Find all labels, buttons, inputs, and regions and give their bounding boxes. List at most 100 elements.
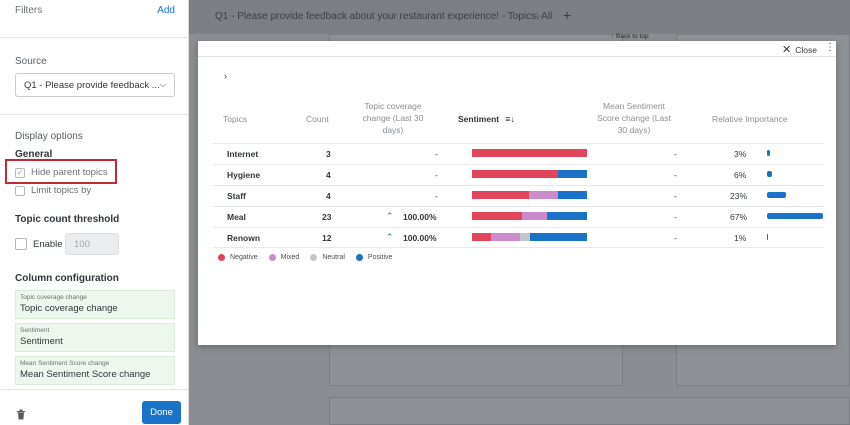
checkbox-checked-icon[interactable]: ✓ bbox=[15, 167, 25, 178]
header-relative-importance[interactable]: Relative Importance bbox=[712, 114, 788, 124]
table-row[interactable]: Internet 3 - - 3% bbox=[213, 143, 824, 164]
mixed-segment bbox=[529, 191, 558, 199]
divider bbox=[0, 114, 189, 115]
header-line: days) bbox=[382, 125, 404, 135]
header-topics[interactable]: Topics bbox=[223, 114, 248, 124]
count-value: 12 bbox=[322, 233, 332, 243]
more-options-icon[interactable]: ⋮ bbox=[825, 42, 835, 53]
header-coverage[interactable]: Topic coverage change (Last 30 days) bbox=[358, 100, 428, 136]
column-card-value: Mean Sentiment Score change bbox=[20, 369, 151, 380]
enable-threshold-option[interactable]: Enable bbox=[15, 238, 63, 250]
source-select-value: Q1 - Please provide feedback ... bbox=[24, 80, 160, 91]
column-card-label: Topic coverage change bbox=[20, 294, 87, 301]
add-filter-link[interactable]: Add bbox=[157, 5, 175, 16]
column-card-value: Sentiment bbox=[20, 336, 63, 347]
positive-segment bbox=[547, 212, 587, 220]
divider bbox=[0, 389, 189, 390]
background-tab-title[interactable]: Q1 - Please provide feedback about your … bbox=[215, 11, 553, 22]
trash-icon[interactable] bbox=[16, 407, 26, 425]
table-row[interactable]: Renown 12 ⌃ 100.00% - 1% bbox=[213, 227, 824, 248]
column-card-sentiment[interactable]: Sentiment Sentiment bbox=[15, 323, 175, 352]
column-card-coverage[interactable]: Topic coverage change Topic coverage cha… bbox=[15, 290, 175, 319]
mean-sentiment-value: - bbox=[674, 191, 677, 201]
positive-segment bbox=[558, 170, 587, 178]
count-value: 3 bbox=[326, 149, 331, 159]
column-card-value: Topic coverage change bbox=[20, 303, 118, 314]
chevron-up-icon: ⌃ bbox=[386, 232, 394, 242]
back-to-top-link[interactable]: ↑ Back to top bbox=[611, 33, 649, 40]
hide-parent-topics-label: Hide parent topics bbox=[31, 167, 108, 178]
negative-segment bbox=[472, 191, 529, 199]
background-tab-bar: Q1 - Please provide feedback about your … bbox=[189, 0, 850, 34]
mixed-segment bbox=[491, 233, 520, 241]
header-line: Topic coverage bbox=[364, 101, 422, 111]
table-row[interactable]: Hygiene 4 - - 6% bbox=[213, 164, 824, 185]
positive-dot-icon bbox=[355, 254, 363, 261]
mean-sentiment-value: - bbox=[674, 233, 677, 243]
hide-parent-topics-option[interactable]: ✓ Hide parent topics bbox=[15, 167, 108, 178]
coverage-value: 100.00% bbox=[403, 233, 437, 243]
sentiment-bar bbox=[472, 170, 587, 178]
header-mean-sentiment[interactable]: Mean Sentiment Score change (Last 30 day… bbox=[589, 100, 679, 136]
column-card-mean-sentiment[interactable]: Mean Sentiment Score change Mean Sentime… bbox=[15, 356, 175, 385]
legend-item-positive: Positive bbox=[355, 254, 393, 261]
importance-value: 1% bbox=[734, 233, 747, 243]
negative-segment bbox=[472, 212, 522, 220]
checkbox-icon[interactable] bbox=[15, 185, 25, 196]
chevron-down-icon: ⌵ bbox=[159, 80, 166, 89]
header-line: change (Last 30 bbox=[362, 113, 424, 123]
limit-topics-option[interactable]: Limit topics by bbox=[15, 185, 91, 196]
sentiment-bar bbox=[472, 212, 587, 220]
header-line: Mean Sentiment bbox=[603, 101, 665, 111]
legend-item-mixed: Mixed bbox=[268, 254, 299, 261]
topic-name: Meal bbox=[227, 212, 246, 222]
header-line: Score change (Last bbox=[597, 113, 671, 123]
neutral-dot-icon bbox=[310, 254, 318, 261]
legend-label: Negative bbox=[230, 254, 258, 261]
table-row[interactable]: Staff 4 - - 23% bbox=[213, 185, 824, 206]
coverage-value: - bbox=[435, 191, 438, 201]
enable-label: Enable bbox=[33, 238, 63, 250]
sentiment-bar bbox=[472, 149, 587, 157]
display-options-heading: Display options bbox=[15, 131, 83, 142]
done-button[interactable]: Done bbox=[142, 401, 181, 424]
negative-segment bbox=[472, 149, 587, 157]
chevron-right-icon[interactable]: › bbox=[224, 71, 227, 81]
importance-value: 3% bbox=[734, 149, 747, 159]
importance-value: 67% bbox=[730, 212, 748, 222]
checkbox-icon[interactable] bbox=[15, 238, 27, 250]
mean-sentiment-value: - bbox=[674, 212, 677, 222]
mixed-segment bbox=[522, 212, 547, 220]
column-card-label: Sentiment bbox=[20, 327, 50, 334]
chevron-down-icon[interactable]: ⌵ bbox=[535, 11, 542, 20]
header-count[interactable]: Count bbox=[306, 114, 329, 124]
topic-count-threshold-heading: Topic count threshold bbox=[15, 214, 120, 225]
add-tab-icon[interactable]: + bbox=[563, 7, 572, 23]
sentiment-bar bbox=[472, 191, 587, 199]
close-icon: ✕ bbox=[782, 44, 792, 56]
negative-dot-icon bbox=[218, 254, 225, 261]
threshold-input[interactable]: 100 bbox=[65, 233, 119, 255]
legend-label: Positive bbox=[367, 254, 393, 261]
legend-item-neutral: Neutral bbox=[310, 254, 345, 261]
topic-name: Staff bbox=[227, 191, 246, 201]
close-button[interactable]: ✕ Close bbox=[782, 43, 817, 56]
table-row[interactable]: Meal 23 ⌃ 100.00% - 67% bbox=[213, 206, 824, 227]
count-value: 23 bbox=[322, 212, 332, 222]
sentiment-legend: Negative Mixed Neutral Positive bbox=[218, 254, 403, 261]
header-line: 30 days) bbox=[617, 125, 651, 135]
source-select[interactable]: Q1 - Please provide feedback ... ⌵ bbox=[15, 73, 175, 97]
importance-value: 23% bbox=[730, 191, 748, 201]
coverage-value: 100.00% bbox=[403, 212, 437, 222]
background-widget bbox=[329, 397, 850, 425]
positive-segment bbox=[558, 191, 587, 199]
sort-icon[interactable]: ≡↓ bbox=[505, 114, 515, 124]
legend-label: Neutral bbox=[322, 254, 345, 261]
importance-bar bbox=[767, 171, 772, 177]
count-value: 4 bbox=[326, 191, 331, 201]
count-value: 4 bbox=[326, 170, 331, 180]
neutral-segment bbox=[520, 233, 530, 241]
header-sentiment[interactable]: Sentiment ≡↓ bbox=[458, 113, 515, 125]
sentiment-bar bbox=[472, 233, 587, 241]
topics-modal: ✕ Close ⋮ › Topics Count Topic coverage … bbox=[198, 41, 836, 345]
